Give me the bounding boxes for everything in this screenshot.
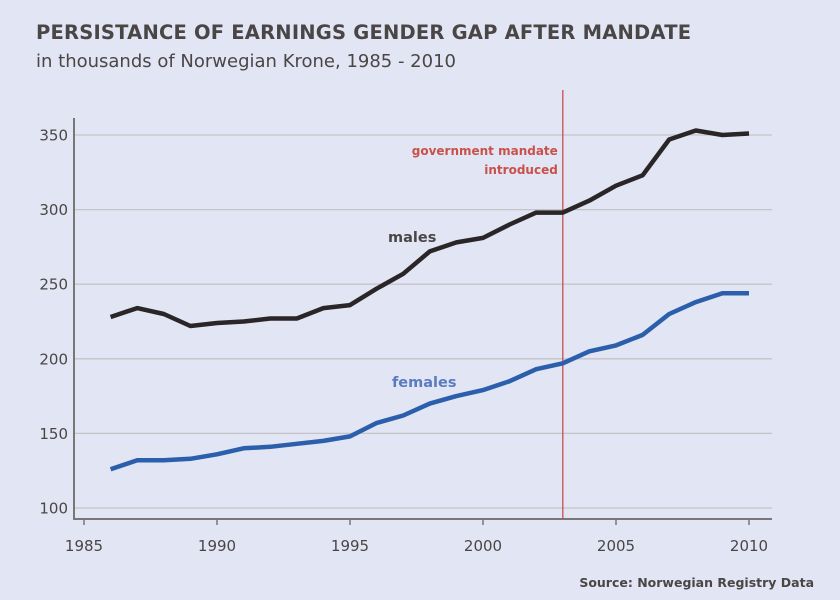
x-tick-label: 1985 bbox=[65, 537, 103, 555]
series-line-females bbox=[109, 290, 749, 472]
source-note: Source: Norwegian Registry Data bbox=[579, 575, 814, 590]
x-tick-label: 2005 bbox=[597, 537, 635, 555]
chart-title: PERSISTANCE OF EARNINGS GENDER GAP AFTER… bbox=[36, 21, 692, 44]
gridlines bbox=[74, 134, 772, 509]
mandate-annotation-text: introduced bbox=[484, 163, 558, 177]
series-lines bbox=[109, 128, 750, 472]
y-tick-label: 300 bbox=[39, 201, 68, 219]
y-tick-label: 100 bbox=[39, 500, 68, 518]
y-tick-label: 250 bbox=[39, 276, 68, 294]
x-axis-ticks: 1985 1990 1995 2000 2005 2010 bbox=[65, 519, 768, 555]
mandate-annotation-text: government mandate bbox=[412, 144, 558, 158]
y-tick-label: 150 bbox=[39, 425, 68, 443]
x-tick-label: 1990 bbox=[198, 537, 236, 555]
chart-subtitle: in thousands of Norwegian Krone, 1985 - … bbox=[36, 51, 456, 72]
annotations: government mandate introduced bbox=[412, 90, 564, 519]
series-line-males bbox=[109, 128, 750, 329]
x-tick-label: 2010 bbox=[730, 537, 768, 555]
y-axis-ticks: 100 150 200 250 300 350 bbox=[39, 127, 68, 518]
x-tick-label: 2000 bbox=[464, 537, 502, 555]
series-label-males: males bbox=[388, 230, 436, 246]
x-tick-label: 1995 bbox=[331, 537, 369, 555]
series-label-females: females bbox=[392, 375, 456, 391]
y-tick-label: 200 bbox=[39, 350, 68, 368]
y-tick-label: 350 bbox=[39, 127, 68, 145]
